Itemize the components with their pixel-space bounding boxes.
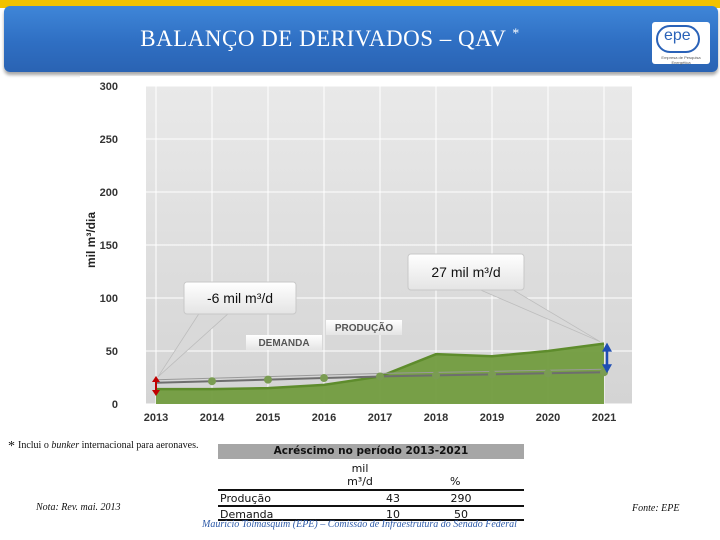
header-bar	[4, 6, 718, 72]
source-note: Fonte: EPE	[632, 503, 680, 514]
demanda-point	[320, 374, 328, 383]
unit-volume: mil m³/d	[347, 462, 373, 488]
y-tick-label: 300	[100, 81, 118, 93]
x-tick-label: 2016	[312, 412, 336, 424]
callout-text: 27 mil m³/d	[431, 264, 500, 280]
x-tick-label: 2021	[592, 412, 616, 424]
series-label-box	[326, 320, 402, 335]
demanda-point	[208, 377, 216, 386]
page-title: BALANÇO DE DERIVADOS – QAV *	[140, 26, 520, 51]
row-percent: 290	[450, 492, 472, 505]
presenter-credit: Mauricio Tolmasquim (EPE) – Comissão de …	[202, 519, 517, 530]
callout-box	[183, 281, 297, 315]
series-label: DEMANDA	[258, 338, 309, 349]
y-tick-label: 100	[100, 293, 118, 305]
demanda-point	[488, 370, 496, 379]
x-tick-label: 2013	[144, 412, 168, 424]
table-title: Acréscimo no período 2013-2021	[218, 444, 524, 459]
revision-note: Nota: Rev. mai. 2013	[36, 502, 121, 513]
increase-table: Acréscimo no período 2013-2021 mil m³/d …	[218, 444, 524, 521]
x-tick-label: 2019	[480, 412, 504, 424]
y-tick-label: 150	[100, 240, 118, 252]
demanda-point	[432, 371, 440, 380]
y-axis-label: mil m³/dia	[84, 212, 98, 268]
logo-ring	[656, 25, 700, 53]
demanda-point	[376, 372, 384, 381]
x-tick-label: 2017	[368, 412, 392, 424]
y-tick-label: 0	[112, 399, 118, 411]
table-units-row: mil m³/d %	[218, 459, 524, 489]
footnote-emphasis: bunker	[51, 440, 80, 451]
callout-box	[407, 253, 525, 291]
x-tick-label: 2020	[536, 412, 560, 424]
footnote: * Inclui o bunker internacional para aero…	[8, 439, 199, 454]
unit-percent: %	[450, 475, 461, 488]
series-label: PRODUÇÃO	[335, 321, 394, 334]
row-volume: 10	[386, 508, 400, 521]
top-accent-bar	[0, 0, 720, 8]
start-marker-head-down	[152, 389, 160, 396]
logo-subtitle: Empresa de Pesquisa Energética	[661, 55, 701, 65]
footnote-mark: *	[8, 439, 15, 454]
row-label: Produção	[220, 492, 271, 505]
balance-arrow-head-up	[602, 342, 612, 352]
table-row: Produção 43 290	[218, 489, 524, 505]
title-footnote-mark: *	[512, 26, 520, 42]
demanda-point	[264, 375, 272, 384]
x-tick-label: 2018	[424, 412, 448, 424]
chart: 0 50 100 150 200 250 300 2013 2014 2015 2016 2017 20…	[80, 76, 640, 426]
logo-text: epe	[664, 27, 691, 44]
row-volume: 43	[386, 492, 400, 505]
x-tick-label: 2015	[256, 412, 280, 424]
series-label-box	[246, 335, 322, 350]
callout-text: -6 mil m³/d	[207, 290, 273, 306]
row-percent: 50	[454, 508, 468, 521]
row-label: Demanda	[220, 508, 274, 521]
y-tick-label: 200	[100, 187, 118, 199]
start-marker-head-up	[152, 375, 160, 382]
table-row: Demanda 10 50	[218, 505, 524, 521]
y-tick-label: 250	[100, 134, 118, 146]
x-tick-label: 2014	[200, 412, 225, 424]
demanda-point	[544, 369, 552, 378]
epe-logo: epe Empresa de Pesquisa Energética	[652, 22, 710, 65]
y-tick-label: 50	[106, 346, 118, 358]
balance-arrow-head-down	[602, 364, 612, 374]
